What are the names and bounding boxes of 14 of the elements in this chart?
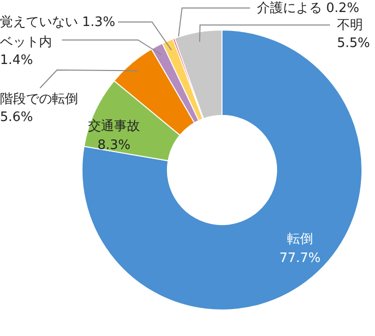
slice-label: 転倒 bbox=[287, 232, 313, 247]
data-label: 5.5% bbox=[337, 36, 370, 51]
data-label: 1.3% bbox=[82, 15, 116, 30]
data-label: 8.3% bbox=[97, 138, 131, 153]
slice-label: ベット内 bbox=[0, 35, 52, 50]
slice-label: 介護による bbox=[257, 1, 326, 16]
slice-label: 交通事故 bbox=[88, 118, 140, 134]
slice-label: 覚えていない bbox=[0, 15, 82, 30]
data-label: 0.2% bbox=[326, 1, 360, 16]
slice-label: 階段での転倒 bbox=[0, 92, 78, 107]
slice-label: 不明 bbox=[337, 18, 363, 33]
data-label: 5.6% bbox=[0, 110, 34, 125]
data-label: 77.7% bbox=[279, 251, 321, 266]
data-label: 1.4% bbox=[0, 53, 34, 68]
